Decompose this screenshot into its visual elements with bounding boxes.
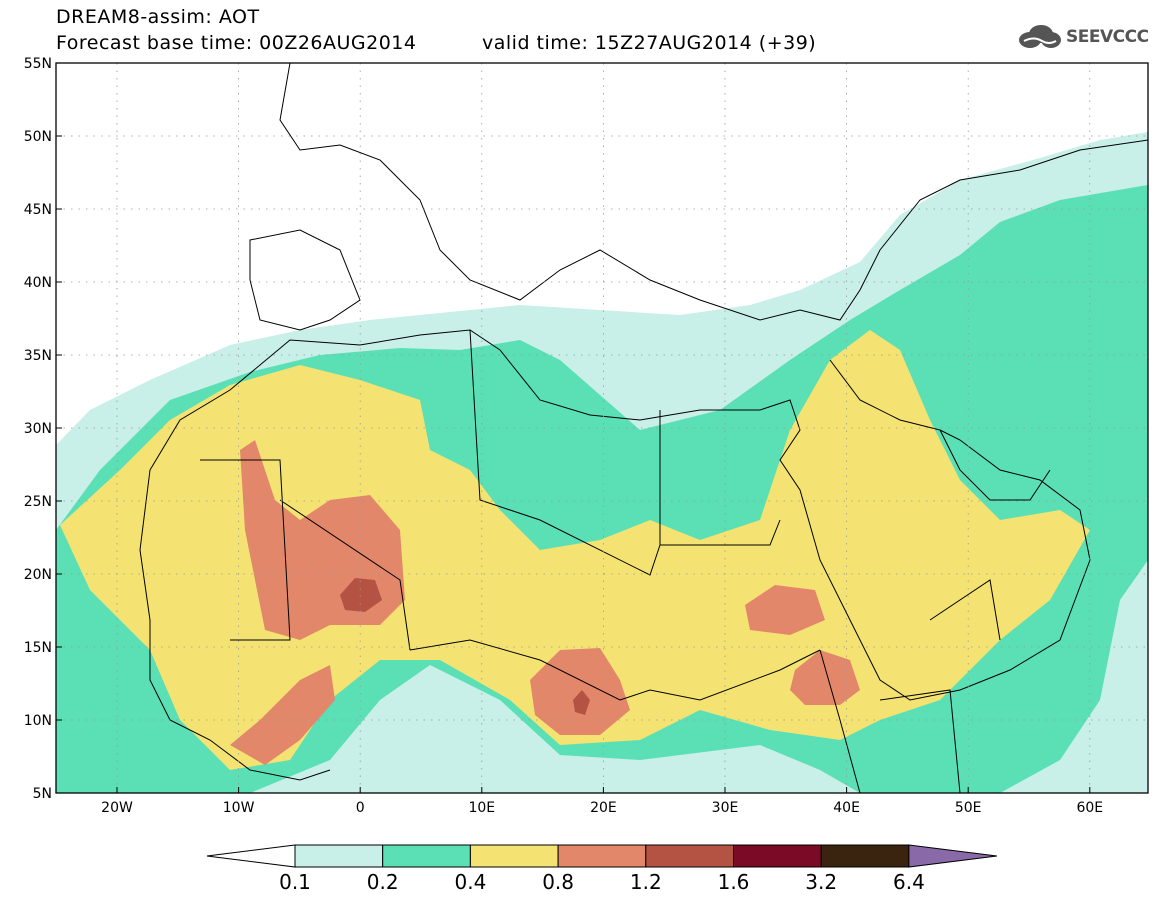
colorbar-label: 0.2 xyxy=(367,870,399,894)
cloud-icon xyxy=(1019,25,1061,48)
colorbar-swatch xyxy=(469,844,559,868)
colorbar-swatch xyxy=(557,844,647,868)
lat-label: 15N xyxy=(24,640,52,656)
coastlines xyxy=(139,63,1148,793)
lat-label: 55N xyxy=(24,56,52,72)
lon-label: 50E xyxy=(955,800,982,816)
colorbar-over-arrow xyxy=(908,844,997,868)
lat-label: 45N xyxy=(24,202,52,218)
lon-label: 20E xyxy=(590,800,617,816)
aot-band-0.8-nigeria xyxy=(230,665,335,765)
colorbar-under-arrow xyxy=(206,844,296,868)
lat-label: 30N xyxy=(24,421,52,437)
logo-text: SEEVCCC xyxy=(1066,27,1149,47)
colorbar-label: 0.1 xyxy=(279,870,311,894)
lon-label: 60E xyxy=(1076,800,1103,816)
colorbar-label: 0.4 xyxy=(454,870,486,894)
seevccc-logo: SEEVCCC xyxy=(1016,24,1149,50)
lon-label: 40E xyxy=(833,800,860,816)
colorbar-label: 6.4 xyxy=(893,870,925,894)
forecast-base-time: Forecast base time: 00Z26AUG2014 xyxy=(56,32,417,54)
colorbar-label: 0.8 xyxy=(542,870,574,894)
lon-label: 30E xyxy=(712,800,739,816)
colorbar-swatch xyxy=(645,844,734,868)
lat-label: 35N xyxy=(24,348,52,364)
aot-band-1.2-chad xyxy=(573,690,590,715)
colorbar-label: 3.2 xyxy=(805,870,837,894)
lat-label: 40N xyxy=(24,275,52,291)
graticule xyxy=(56,63,1148,793)
map-title: DREAM8-assim: AOT xyxy=(56,6,260,28)
lon-label: 20W xyxy=(101,800,133,816)
colorbar-swatch xyxy=(382,844,471,868)
colorbar-label: 1.6 xyxy=(718,870,750,894)
aot-band-0.8-ethiopia xyxy=(790,650,860,705)
lat-label: 20N xyxy=(24,567,52,583)
lon-label: 10W xyxy=(223,800,255,816)
valid-time: valid time: 15Z27AUG2014 (+39) xyxy=(482,32,817,54)
lat-label: 10N xyxy=(24,713,52,729)
aot-band-0.8-sudan xyxy=(745,585,825,635)
lat-label: 50N xyxy=(24,129,52,145)
lon-label: 0 xyxy=(356,800,365,816)
lat-label: 5N xyxy=(33,786,52,802)
aot-band-1.2-west xyxy=(340,578,382,612)
colorbar-swatch xyxy=(820,844,910,868)
aot-field xyxy=(56,132,1148,793)
colorbar-label: 1.2 xyxy=(630,870,662,894)
lat-tick-labels: 55N 50N 45N 40N 35N 30N 25N 20N 15N 10N 5N xyxy=(24,56,62,802)
aot-band-0.8-chad xyxy=(530,648,630,735)
colorbar-swatch xyxy=(294,844,384,868)
colorbar: 0.1 0.2 0.4 0.8 1.2 1.6 3.2 6.4 xyxy=(206,844,997,894)
colorbar-swatch xyxy=(733,844,822,868)
lon-tick-labels: 20W 10W 0 10E 20E 30E 40E 50E 60E xyxy=(101,787,1103,816)
lat-label: 25N xyxy=(24,494,52,510)
lon-label: 10E xyxy=(468,800,495,816)
